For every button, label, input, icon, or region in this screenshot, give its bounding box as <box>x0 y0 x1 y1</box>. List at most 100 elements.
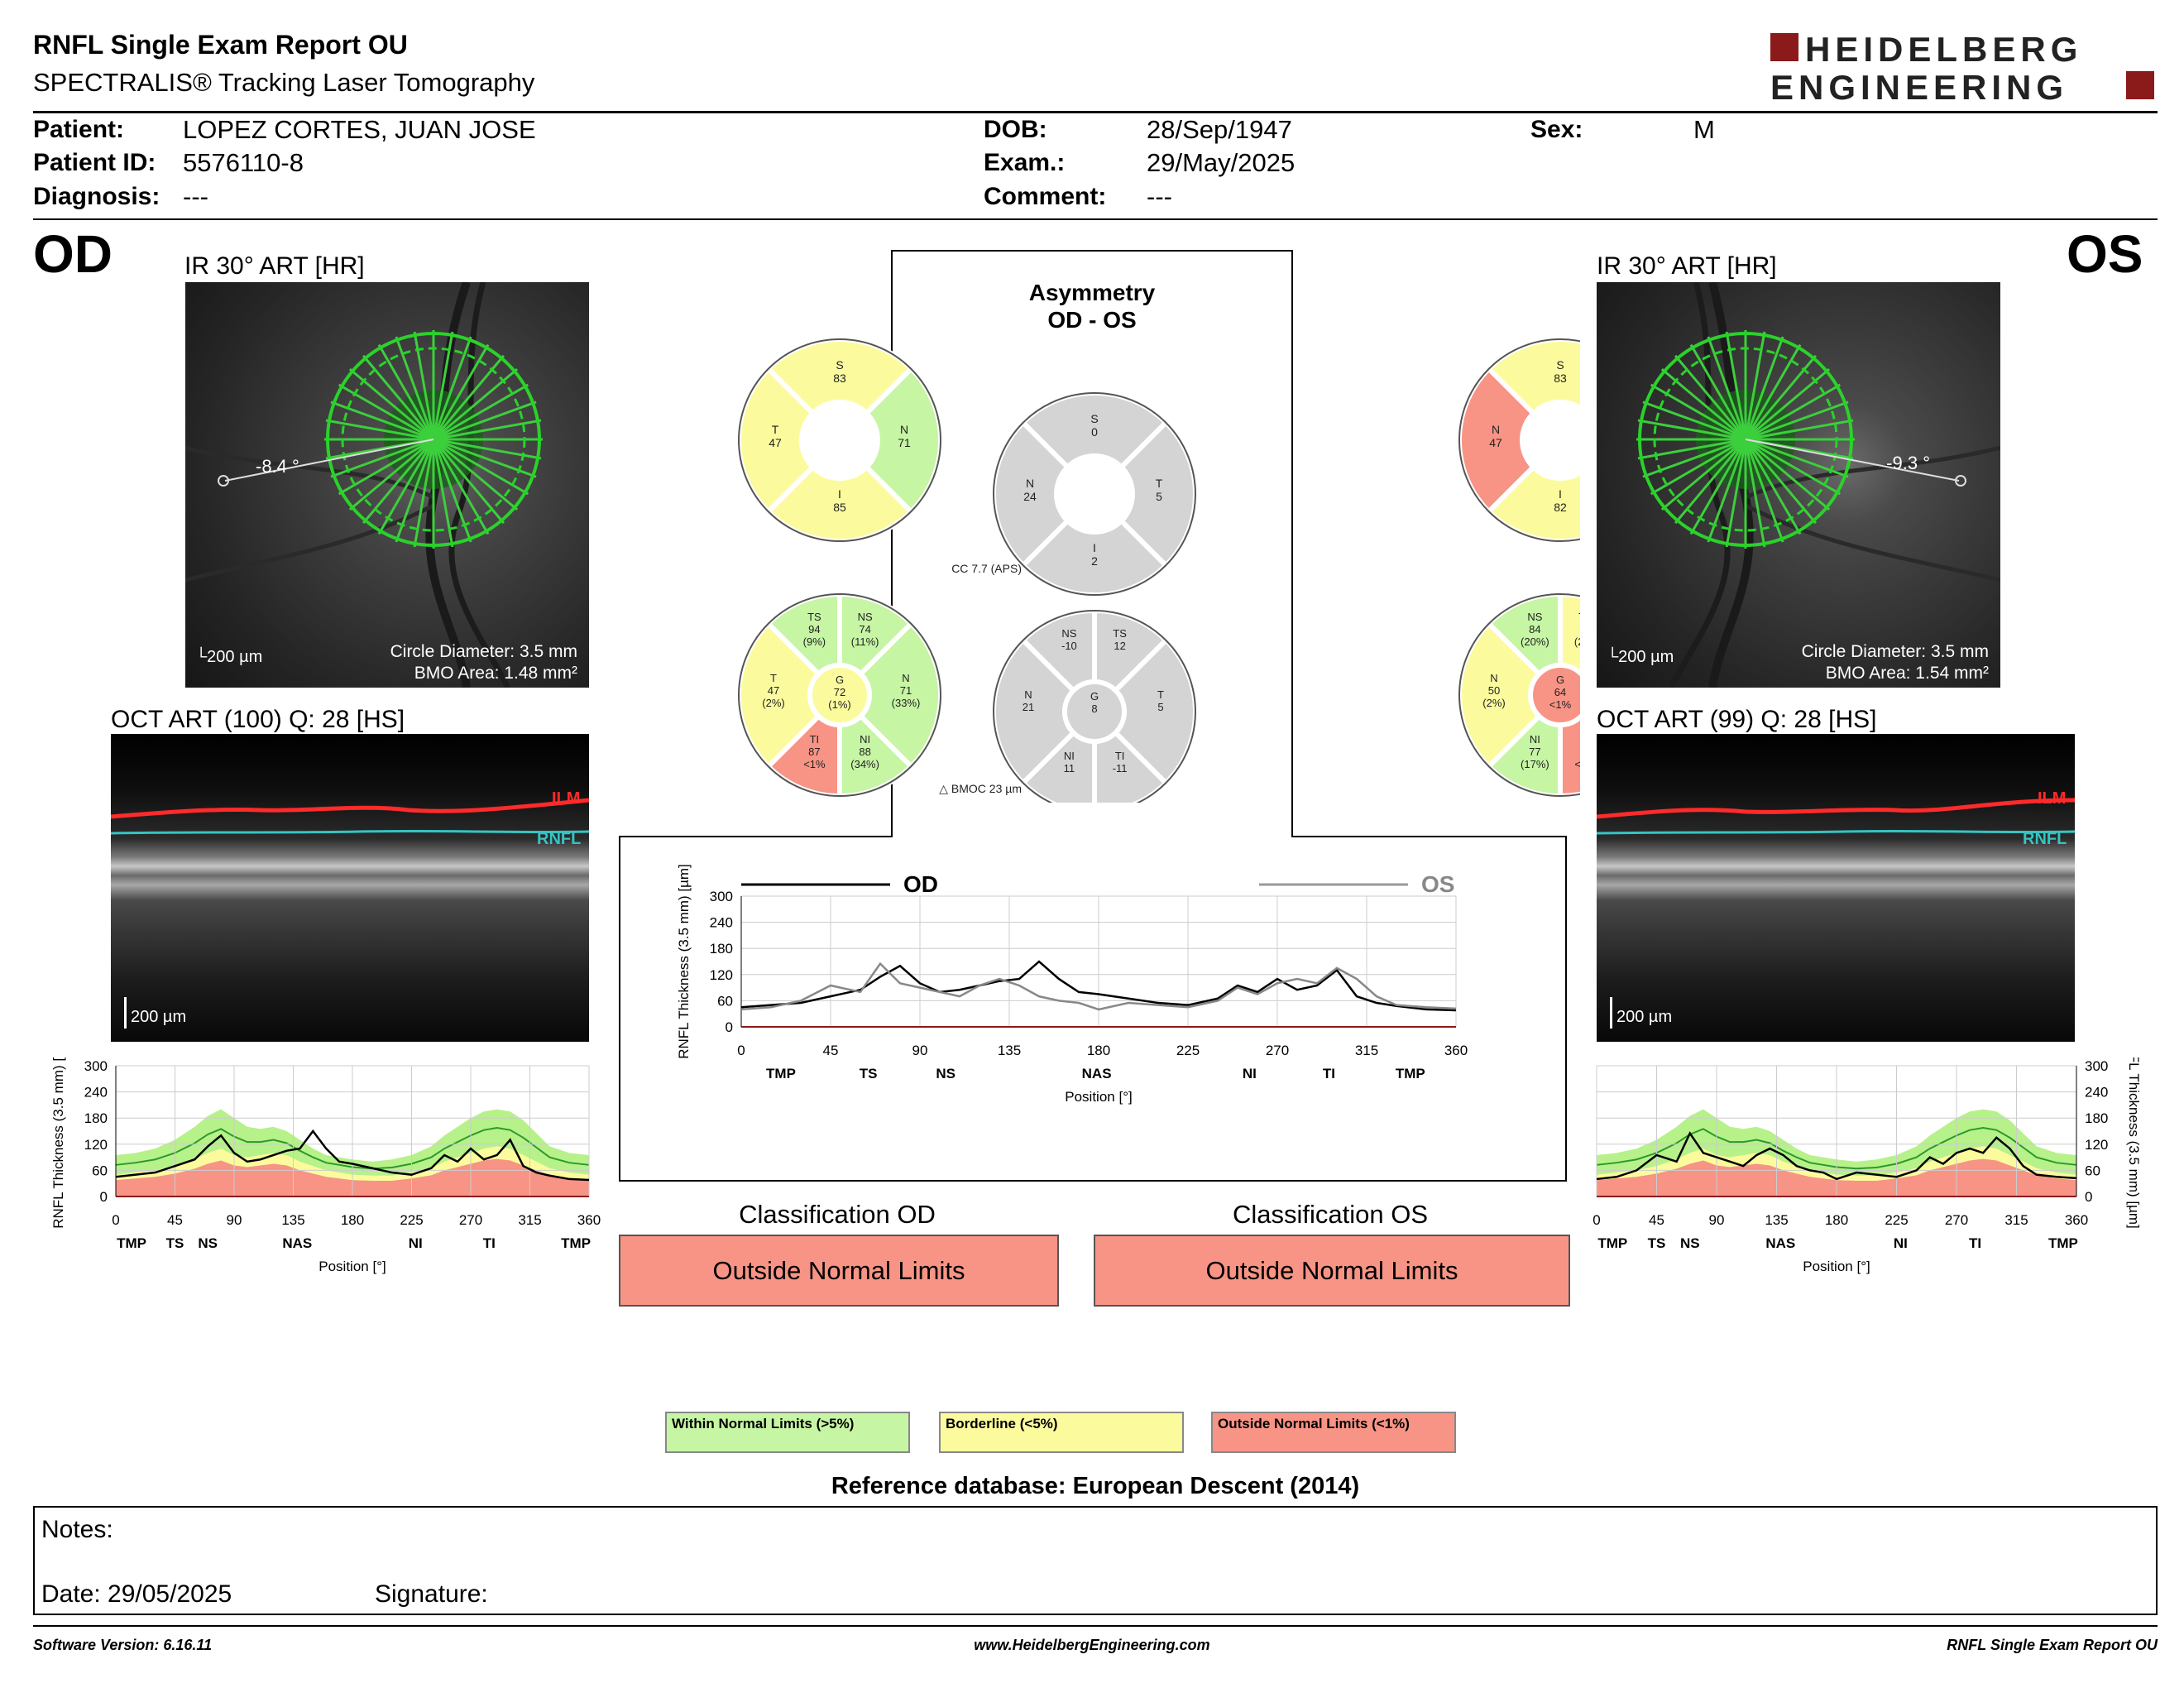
scan-spoke <box>1642 400 1746 441</box>
x-tick-label: 135 <box>1765 1212 1788 1228</box>
y-tick-label: 0 <box>2085 1189 2092 1205</box>
svg-text:RNFL: RNFL <box>2023 830 2067 848</box>
sector-axis-label: NI <box>409 1235 423 1251</box>
signature-field: Signature: <box>375 1580 488 1608</box>
sector-axis-label: TI <box>483 1235 496 1251</box>
os-fundus-info: Circle Diameter: 3.5 mm BMO Area: 1.54 m… <box>1802 641 1989 684</box>
quadrant-label-S: S 83 <box>833 358 846 385</box>
y-tick-label: 180 <box>84 1110 108 1126</box>
footer-divider <box>33 1625 2158 1627</box>
x-tick-label: 270 <box>1266 1043 1289 1058</box>
sector-label-NI: NI 77 (17%) <box>1521 733 1549 770</box>
y-tick-label: 120 <box>710 967 733 983</box>
scan-spoke <box>1725 439 1747 548</box>
os-classification-badge: Outside Normal Limits <box>1094 1235 1570 1307</box>
sector-axis-label: TMP <box>561 1235 591 1251</box>
scan-spoke <box>377 343 435 440</box>
quadrant-label-I: I 82 <box>1554 487 1567 514</box>
legend-within-normal: Within Normal Limits (>5%) <box>665 1412 910 1453</box>
svg-text:200 µm: 200 µm <box>1616 1008 1672 1026</box>
svg-text:ENGINEERING: ENGINEERING <box>1770 68 2068 106</box>
scan-spoke <box>1660 438 1746 511</box>
sector-axis-label: NI <box>1894 1235 1908 1251</box>
y-tick-label: 120 <box>2085 1137 2108 1153</box>
y-tick-label: 120 <box>84 1137 108 1153</box>
patient-id-label: Patient ID: <box>33 149 156 176</box>
y-tick-label: 240 <box>710 915 733 931</box>
cc-label: CC 7.7 (APS) <box>951 562 1022 575</box>
patient-label: Patient: <box>33 116 125 143</box>
y-axis-label: RNFL Thickness (3.5 mm) [µm] <box>2126 1057 2142 1229</box>
quadrant-label-I: I 85 <box>833 487 846 514</box>
y-tick-label: 60 <box>717 993 733 1009</box>
y-axis-label: RNFL Thickness (3.5 mm) [µm] <box>50 1057 66 1229</box>
series-line-OD <box>740 960 1457 1012</box>
website-link[interactable]: www.HeidelbergEngineering.com <box>974 1637 1210 1653</box>
asym-sector-wheel: NS -10 TS 12 T 5 TI -11 NI 11 N 21 G 8 <box>991 607 1198 803</box>
asymmetry-panel <box>891 250 1293 837</box>
exam-date: 29/May/2025 <box>1147 148 1296 177</box>
scan-spoke <box>330 400 434 441</box>
patient-name: LOPEZ CORTES, JUAN JOSE <box>183 115 536 144</box>
sector-axis-label: NS <box>1680 1235 1700 1251</box>
sector-label-NI: NI 88 (34%) <box>850 733 879 770</box>
scan-spoke <box>433 419 542 441</box>
od-fundus-info: Circle Diameter: 3.5 mm BMO Area: 1.48 m… <box>390 641 577 684</box>
notes-label: Notes: <box>41 1516 113 1543</box>
sector-axis-label: TS <box>166 1235 184 1251</box>
od-classification-title: Classification OD <box>739 1200 936 1229</box>
heidelberg-logo: HEIDELBERG ENGINEERING <box>1769 30 2158 107</box>
comment-label: Comment: <box>984 183 1107 210</box>
sector-axis-label: NAS <box>1082 1066 1112 1081</box>
sector-axis-label: TMP <box>2048 1235 2078 1251</box>
sector-label-TS: TS 94 (9%) <box>803 611 826 648</box>
diagnosis: --- <box>183 182 208 211</box>
x-tick-label: 45 <box>167 1212 183 1228</box>
comment: --- <box>1147 182 1172 211</box>
x-tick-label: 315 <box>518 1212 541 1228</box>
scan-spoke <box>1650 438 1746 496</box>
y-tick-label: 0 <box>100 1189 108 1205</box>
os-bmo-area: BMO Area: 1.54 mm² <box>1825 664 1989 683</box>
sector-label-G: G 72 (1%) <box>828 674 850 711</box>
sector-axis-label: TI <box>1323 1066 1335 1081</box>
x-tick-label: 0 <box>1592 1212 1600 1228</box>
sector-axis-label: NS <box>936 1066 956 1081</box>
os-oct-bscan: ILM RNFL 200 µm <box>1596 734 2076 1042</box>
svg-text:HEIDELBERG: HEIDELBERG <box>1805 30 2082 69</box>
scan-spoke <box>1637 419 1746 441</box>
sector-axis-label: NAS <box>1765 1235 1795 1251</box>
dob: 28/Sep/1947 <box>1147 115 1292 144</box>
sector-axis-label: TMP <box>766 1066 796 1081</box>
sector-G <box>1062 679 1127 744</box>
exam-label: Exam.: <box>984 149 1066 176</box>
scan-spoke <box>395 336 435 440</box>
x-tick-label: 270 <box>459 1212 482 1228</box>
x-tick-label: 315 <box>1355 1043 1378 1058</box>
sector-axis-label: NS <box>198 1235 218 1251</box>
sector-label-TI: TI98<1% <box>1574 733 1580 770</box>
od-fundus-image: -8.4 ° └200 µm Circle Diameter: 3.5 mm B… <box>184 281 589 689</box>
x-tick-label: 0 <box>112 1212 119 1228</box>
x-tick-label: 180 <box>341 1212 364 1228</box>
report-subtitle: SPECTRALIS® Tracking Laser Tomography <box>33 68 535 97</box>
sector-label-N: N 21 <box>1023 688 1034 713</box>
y-tick-label: 300 <box>710 889 733 904</box>
os-eye-label: OS <box>2067 224 2143 284</box>
wheel-outline <box>993 392 1196 596</box>
bmoc-label: △ BMOC 23 µm <box>939 782 1022 795</box>
sector-label-NI: NI 11 <box>1064 750 1075 774</box>
scan-spoke <box>1707 336 1747 440</box>
od-bmo-area: BMO Area: 1.48 mm² <box>414 664 577 683</box>
scan-spoke <box>1689 343 1747 440</box>
scan-spoke <box>1744 439 1817 525</box>
x-tick-label: 315 <box>2004 1212 2028 1228</box>
wheel-outline <box>738 593 941 797</box>
od-oct-bscan: ILM RNFL 200 µm <box>110 734 590 1042</box>
quadrant-label-N: N 71 <box>898 423 911 449</box>
scan-spoke <box>325 419 434 441</box>
quadrant-label-S: S 83 <box>1554 358 1567 385</box>
x-tick-label: 180 <box>1087 1043 1110 1058</box>
os-ir-title: IR 30° ART [HR] <box>1597 252 1777 280</box>
